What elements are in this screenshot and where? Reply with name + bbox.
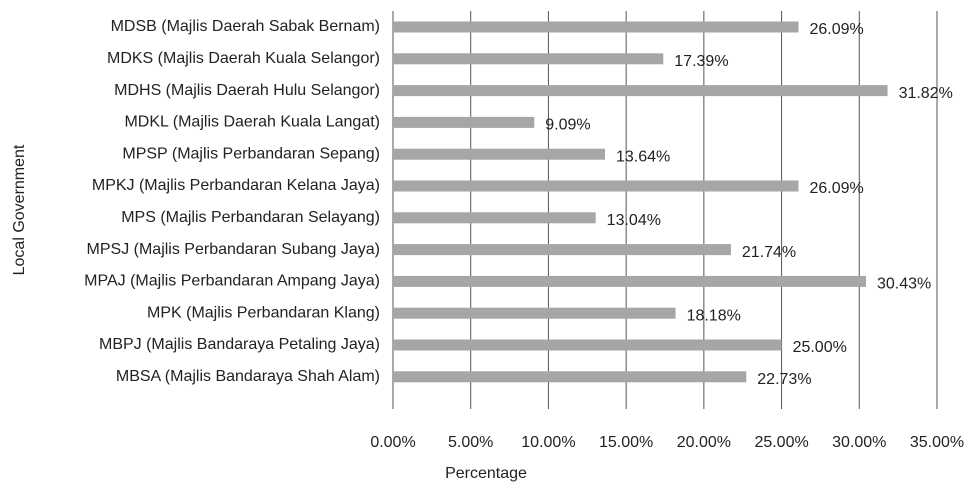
y-tick-label: MDKL (Majlis Daerah Kuala Langat) bbox=[124, 114, 380, 131]
bar bbox=[393, 85, 888, 97]
y-axis-title: Local Government bbox=[11, 144, 28, 275]
data-label: 31.82% bbox=[899, 85, 953, 102]
data-label: 13.04% bbox=[607, 212, 661, 229]
y-tick-label: MPSJ (Majlis Perbandaran Subang Jaya) bbox=[87, 241, 380, 258]
data-label: 17.39% bbox=[674, 53, 728, 70]
data-label: 18.18% bbox=[687, 307, 741, 324]
y-tick-label: MDSB (Majlis Daerah Sabak Bernam) bbox=[111, 18, 380, 35]
y-tick-label: MPAJ (Majlis Perbandaran Ampang Jaya) bbox=[84, 273, 380, 290]
bar bbox=[393, 339, 782, 351]
data-label: 25.00% bbox=[793, 339, 847, 356]
data-label: 26.09% bbox=[810, 21, 864, 38]
x-tick-label: 10.00% bbox=[521, 434, 575, 451]
y-tick-label: MPKJ (Majlis Perbandaran Kelana Jaya) bbox=[92, 177, 380, 194]
data-label: 9.09% bbox=[545, 117, 590, 134]
bar bbox=[393, 307, 676, 319]
y-tick-label: MPSP (Majlis Perbandaran Sepang) bbox=[122, 145, 380, 162]
x-tick-label: 5.00% bbox=[448, 434, 493, 451]
data-label: 13.64% bbox=[616, 148, 670, 165]
bar bbox=[393, 244, 731, 256]
x-axis-title: Percentage bbox=[445, 465, 527, 482]
y-tick-label: MBPJ (Majlis Bandaraya Petaling Jaya) bbox=[99, 336, 380, 353]
y-tick-label: MPK (Majlis Perbandaran Klang) bbox=[147, 304, 380, 321]
data-label: 26.09% bbox=[810, 180, 864, 197]
bar bbox=[393, 275, 866, 287]
bar bbox=[393, 371, 747, 383]
x-tick-label: 0.00% bbox=[370, 434, 415, 451]
data-label: 21.74% bbox=[742, 244, 796, 261]
x-tick-label: 25.00% bbox=[754, 434, 808, 451]
x-tick-label: 15.00% bbox=[599, 434, 653, 451]
y-tick-label: MPS (Majlis Perbandaran Selayang) bbox=[121, 209, 380, 226]
bar bbox=[393, 212, 596, 224]
data-label: 30.43% bbox=[877, 276, 931, 293]
bar bbox=[393, 21, 799, 33]
y-tick-label: MDHS (Majlis Daerah Hulu Selangor) bbox=[114, 82, 380, 99]
bar bbox=[393, 180, 799, 192]
y-tick-label: MDKS (Majlis Daerah Kuala Selangor) bbox=[107, 50, 380, 67]
y-tick-label: MBSA (Majlis Bandaraya Shah Alam) bbox=[116, 368, 380, 385]
x-tick-label: 20.00% bbox=[677, 434, 731, 451]
bar bbox=[393, 53, 664, 65]
bar bbox=[393, 148, 606, 160]
data-label: 22.73% bbox=[757, 371, 811, 388]
x-tick-label: 35.00% bbox=[910, 434, 964, 451]
bar bbox=[393, 116, 535, 128]
x-tick-label: 30.00% bbox=[832, 434, 886, 451]
